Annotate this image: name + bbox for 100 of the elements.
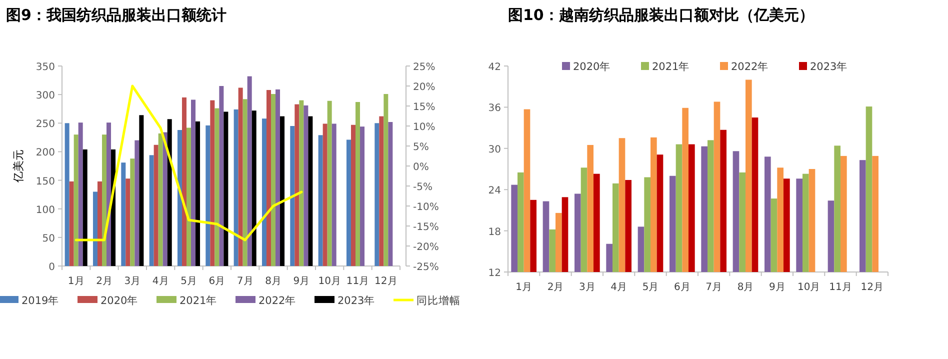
bar: [270, 94, 276, 266]
bar: [304, 105, 308, 266]
y-tick-label: 0: [48, 262, 55, 273]
legend-label: 2021年: [652, 61, 690, 73]
x-tick-label: 3月: [124, 276, 141, 287]
x-tick-label: 6月: [674, 282, 690, 293]
y-tick-label: 36: [488, 103, 501, 114]
y-tick-label: 50: [42, 233, 55, 244]
bar: [162, 132, 168, 266]
y2-tick-label: -10%: [413, 202, 439, 213]
x-tick-label: 4月: [610, 282, 628, 293]
x-tick-label: 7月: [706, 282, 722, 293]
bar: [350, 124, 356, 266]
x-tick-label: 6月: [208, 276, 226, 287]
y-tick-label: 30: [488, 144, 501, 156]
bar: [177, 130, 182, 266]
y-tick-label: 200: [36, 148, 55, 159]
x-tick-label: 8月: [737, 282, 754, 293]
x-tick-label: 11月: [829, 282, 852, 293]
y2-tick-label: 20%: [413, 82, 436, 93]
legend-label: 2022年: [258, 295, 296, 307]
bar: [290, 126, 295, 266]
x-tick-label: 5月: [642, 282, 659, 293]
chart-title: 图10：越南纺织品服装出口额对比（亿美元）: [508, 6, 814, 24]
bar: [186, 128, 192, 266]
line-series: [74, 84, 303, 242]
legend-label: 2021年: [180, 295, 218, 307]
y-tick-label: 250: [36, 119, 55, 130]
bar: [154, 144, 158, 266]
bar: [332, 124, 336, 266]
y-tick-label: 18: [488, 226, 501, 238]
chart-title: 图9：我国纺织品服装出口额统计: [6, 6, 226, 24]
bar: [346, 140, 351, 266]
bar: [134, 140, 140, 266]
y-tick-label: 42: [488, 62, 501, 73]
bar: [280, 116, 285, 266]
bar: [247, 76, 252, 266]
bar: [252, 110, 256, 266]
bar: [266, 90, 271, 266]
x-tick-label: 9月: [293, 276, 310, 287]
y2-tick-label: -25%: [413, 262, 439, 273]
bar: [149, 155, 154, 266]
x-tick-label: 1月: [68, 276, 84, 287]
bar: [82, 149, 88, 266]
x-tick-label: 2月: [96, 276, 112, 287]
bar: [355, 102, 360, 266]
legend-label: 2019年: [22, 295, 60, 307]
bar: [191, 100, 196, 266]
bar: [206, 125, 210, 266]
bar: [276, 89, 280, 266]
bar: [238, 88, 243, 266]
y2-tick-label: -5%: [413, 182, 432, 193]
y2-tick-label: -20%: [413, 242, 439, 253]
bar: [139, 115, 144, 266]
legend-label: 同比增幅: [416, 294, 460, 307]
y-tick-label: 24: [488, 186, 501, 197]
y2-tick-label: 25%: [413, 62, 436, 73]
legend-label: 2023年: [338, 295, 376, 307]
bar: [374, 123, 380, 266]
bar: [224, 112, 228, 266]
legend-label: 2022年: [731, 61, 769, 73]
bar: [299, 100, 304, 266]
bar: [219, 86, 224, 266]
x-tick-label: 9月: [768, 282, 786, 293]
bar: [74, 134, 78, 266]
y2-tick-label: 15%: [413, 102, 436, 113]
x-tick-label: 7月: [236, 276, 254, 287]
bar: [322, 124, 328, 266]
x-tick-label: 12月: [860, 282, 884, 293]
x-tick-label: 8月: [265, 276, 282, 287]
x-tick-label: 2月: [547, 282, 564, 293]
bar: [69, 181, 74, 266]
bar: [294, 104, 300, 266]
x-tick-label: 5月: [180, 276, 197, 287]
bar: [158, 133, 163, 266]
x-tick-label: 1月: [516, 282, 532, 293]
y-tick-label: 150: [36, 176, 55, 188]
bar: [242, 99, 248, 266]
bar: [214, 108, 220, 266]
y-tick-label: 12: [488, 268, 501, 279]
x-tick-label: 10月: [797, 282, 820, 293]
legend-label: 2020年: [100, 295, 138, 307]
y-tick-label: 300: [36, 90, 55, 102]
bar: [379, 116, 384, 266]
bar: [102, 134, 107, 266]
x-tick-label: 4月: [152, 276, 169, 287]
legend-label: 2023年: [810, 61, 848, 73]
bar: [262, 118, 266, 266]
bar: [308, 116, 313, 266]
bar: [318, 135, 323, 266]
bar: [210, 100, 215, 266]
bar: [234, 109, 238, 266]
bar: [388, 122, 393, 266]
y2-tick-label: 5%: [413, 142, 429, 153]
y-tick-label: 100: [36, 204, 55, 216]
y2-tick-label: 0%: [413, 162, 429, 173]
bar: [167, 119, 172, 266]
bar: [92, 192, 98, 266]
bar: [360, 126, 365, 266]
y2-tick-label: -15%: [413, 222, 439, 233]
